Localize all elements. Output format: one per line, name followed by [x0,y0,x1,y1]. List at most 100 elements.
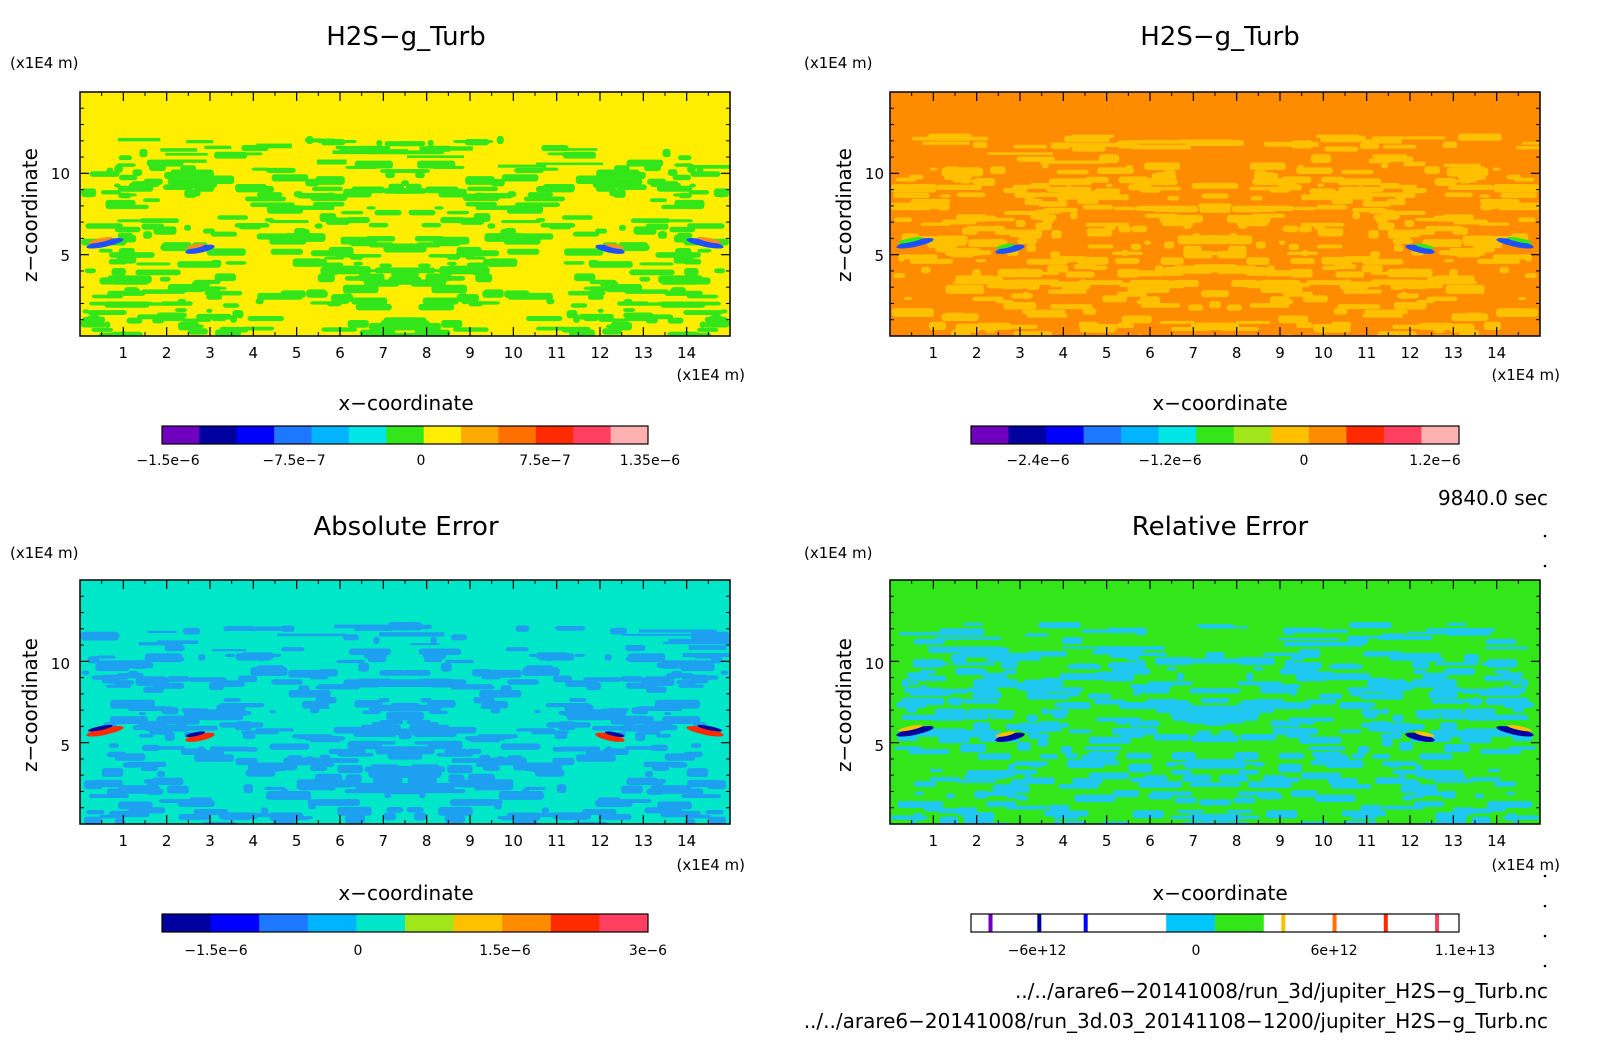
texture-blob [1371,279,1417,285]
texture-blob [905,706,918,713]
texture-blob [1200,698,1221,704]
texture-blob [261,807,269,814]
texture-blob [1492,167,1501,171]
texture-blob [908,749,950,755]
texture-blob [1284,659,1294,663]
texture-blob [255,728,294,732]
y-tick-label: 10 [51,655,70,673]
texture-streak [419,146,473,151]
texture-blob [1026,714,1038,722]
x-axis-label: x−coordinate [1152,391,1287,415]
texture-blob [271,174,309,182]
texture-blob [1412,660,1430,670]
x-tick-label: 7 [379,344,389,362]
texture-blob [689,183,697,188]
texture-blob [1262,652,1306,656]
texture-blob [269,709,276,714]
texture-blob [1335,271,1365,278]
texture-blob [321,327,358,332]
y-axis-label: z−coordinate [832,638,856,772]
texture-blob [167,785,189,794]
colorbar-marker [1083,914,1088,932]
texture-blob [1013,279,1059,285]
texture-blob [1492,254,1533,260]
texture-blob [118,192,132,199]
texture-streak [212,649,247,652]
x-tick-label: 3 [205,832,215,850]
texture-blob [1147,681,1194,686]
colorbar-segment [1410,914,1460,932]
texture-blob [1164,241,1175,249]
x-tick-label: 10 [504,344,523,362]
texture-blob [324,256,345,260]
texture-streak [690,639,730,643]
texture-blob [644,676,675,681]
colorbar-segment [502,914,552,932]
texture-blob [1255,241,1266,249]
texture-blob [458,293,468,297]
texture-blob [1170,282,1188,287]
texture-streak [147,630,177,634]
texture-blob [1094,188,1121,195]
texture-blob [429,710,448,715]
texture-blob [1134,667,1147,673]
texture-blob [1129,684,1152,689]
texture-streak [899,632,964,636]
x-tick-label: 6 [1145,832,1155,850]
texture-blob [1015,219,1026,227]
colorbar-tick-label: −7.5e−7 [262,453,325,469]
texture-blob [1213,782,1241,787]
texture-blob [413,812,427,821]
texture-blob [486,669,522,678]
vortex-feature [185,732,215,742]
texture-blob [266,167,296,173]
texture-blob [1476,258,1521,264]
texture-streak [204,145,232,150]
texture-blob [1488,687,1527,693]
texture-blob [384,789,391,799]
texture-blob [1080,323,1118,331]
texture-streak [929,648,1009,653]
texture-blob [523,196,566,202]
texture-blob [928,321,947,331]
texture-blob [1219,327,1259,331]
texture-blob [535,185,575,193]
texture-blob [1270,720,1288,728]
colorbar-segment [1312,914,1362,932]
texture-blob [178,814,212,820]
x-axis-label: x−coordinate [1152,881,1287,905]
texture-blob [667,317,684,324]
colorbar-frame [161,425,649,445]
texture-blob [1041,708,1050,715]
texture-blob [1101,295,1128,303]
texture-blob [525,665,554,673]
texture-blob [152,777,184,786]
texture-blob [1262,775,1287,783]
texture-blob [1426,296,1458,302]
vortex-feature [1507,724,1533,732]
texture-blob [1228,245,1247,255]
colorbar-segment [356,914,406,932]
texture-blob [446,210,470,215]
texture-blob [127,706,174,712]
x-tick-label: 12 [590,832,609,850]
texture-blob [1159,320,1195,324]
texture-blob [1051,229,1062,239]
vortex-feature [1414,731,1435,738]
texture-blob [351,186,385,194]
texture-blob [1128,763,1152,773]
texture-blob [625,244,650,251]
texture-blob [582,808,617,815]
texture-blob [1130,243,1142,250]
y-tick-label: 10 [51,165,70,183]
texture-blob [913,812,923,821]
vortex-feature [1496,238,1534,249]
x-unit-label: (x1E4 m) [676,366,745,384]
texture-blob [1302,720,1315,725]
texture-blob [1284,627,1323,634]
texture-blob [650,744,669,752]
texture-blob [1475,793,1484,799]
texture-blob [1072,778,1103,785]
texture-blob [1349,622,1392,629]
texture-streak [536,162,604,166]
